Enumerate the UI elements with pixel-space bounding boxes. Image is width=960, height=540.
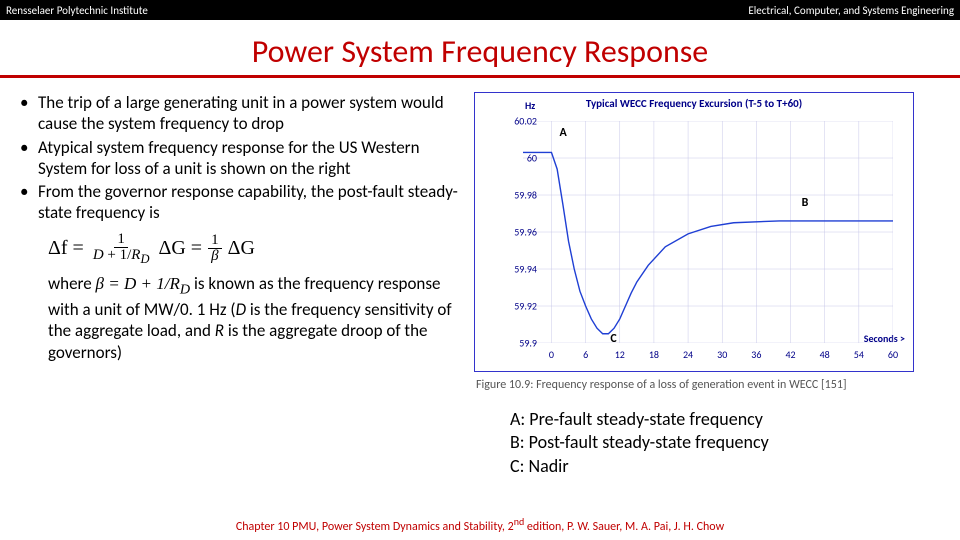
legend-a: A: Pre-fault steady-state frequency (510, 408, 934, 431)
bullet-3: • From the governor response capability,… (20, 181, 460, 224)
bullet-text: The trip of a large generating unit in a… (38, 92, 460, 135)
chart-point-label-c: C (610, 332, 616, 346)
y-tick-label: 59.92 (514, 300, 537, 313)
y-tick-label: 59.9 (519, 337, 537, 350)
where-text: where β = D + 1/RD is known as the frequ… (48, 273, 460, 363)
y-axis-unit: Hz (525, 99, 535, 112)
bullet-text: From the governor response capability, t… (38, 181, 460, 224)
x-tick-label: 24 (683, 348, 693, 361)
x-tick-label: 12 (615, 348, 625, 361)
x-tick-label: 54 (854, 348, 864, 361)
figure-caption: Figure 10.9: Frequency response of a los… (476, 378, 934, 392)
x-tick-label: 36 (751, 348, 761, 361)
x-tick-label: 48 (820, 348, 830, 361)
bullet-2: • Atypical system frequency response for… (20, 137, 460, 180)
y-tick-label: 59.94 (514, 263, 537, 276)
content-area: • The trip of a large generating unit in… (0, 78, 960, 478)
bullet-dot: • (20, 92, 38, 135)
eq-rhs: ΔG (228, 236, 255, 261)
eq-mid: ΔG = (159, 236, 203, 261)
legend-b: B: Post-fault steady-state frequency (510, 431, 934, 454)
institute-name: Rensselaer Polytechnic Institute (6, 4, 148, 17)
x-tick-label: 0 (549, 348, 554, 361)
y-tick-label: 59.98 (514, 189, 537, 202)
point-legend: A: Pre-fault steady-state frequency B: P… (510, 408, 934, 478)
chart-title: Typical WECC Frequency Excursion (T-5 to… (586, 97, 802, 110)
left-column: • The trip of a large generating unit in… (20, 92, 460, 478)
bullet-dot: • (20, 181, 38, 224)
x-tick-label: 6 (583, 348, 588, 361)
x-tick-label: 18 (649, 348, 659, 361)
right-column: Hz Typical WECC Frequency Excursion (T-5… (474, 92, 934, 478)
bullet-dot: • (20, 137, 38, 180)
eq-lhs: Δf = (48, 236, 84, 261)
slide-title: Power System Frequency Response (0, 32, 960, 71)
eq-frac-2: 1 β (208, 233, 222, 264)
y-tick-label: 59.96 (514, 226, 537, 239)
x-tick-label: 30 (717, 348, 727, 361)
x-tick-label: 42 (785, 348, 795, 361)
x-tick-label: 60 (888, 348, 898, 361)
bullet-1: • The trip of a large generating unit in… (20, 92, 460, 135)
top-bar: Rensselaer Polytechnic Institute Electri… (0, 0, 960, 20)
frequency-chart: Hz Typical WECC Frequency Excursion (T-5… (474, 92, 914, 372)
chart-point-label-b: B (802, 196, 809, 210)
legend-c: C: Nadir (510, 455, 934, 478)
eq-frac-1: 1 D + 1/RD (90, 232, 153, 266)
equation: Δf = 1 D + 1/RD ΔG = 1 β ΔG (48, 232, 460, 266)
chart-point-label-a: A (559, 126, 566, 140)
chart-plot (523, 121, 893, 343)
department-name: Electrical, Computer, and Systems Engine… (748, 4, 954, 17)
y-tick-label: 60 (527, 152, 537, 165)
y-tick-label: 60.02 (514, 115, 537, 128)
footer-citation: Chapter 10 PMU, Power System Dynamics an… (0, 515, 960, 534)
bullet-text: Atypical system frequency response for t… (38, 137, 460, 180)
